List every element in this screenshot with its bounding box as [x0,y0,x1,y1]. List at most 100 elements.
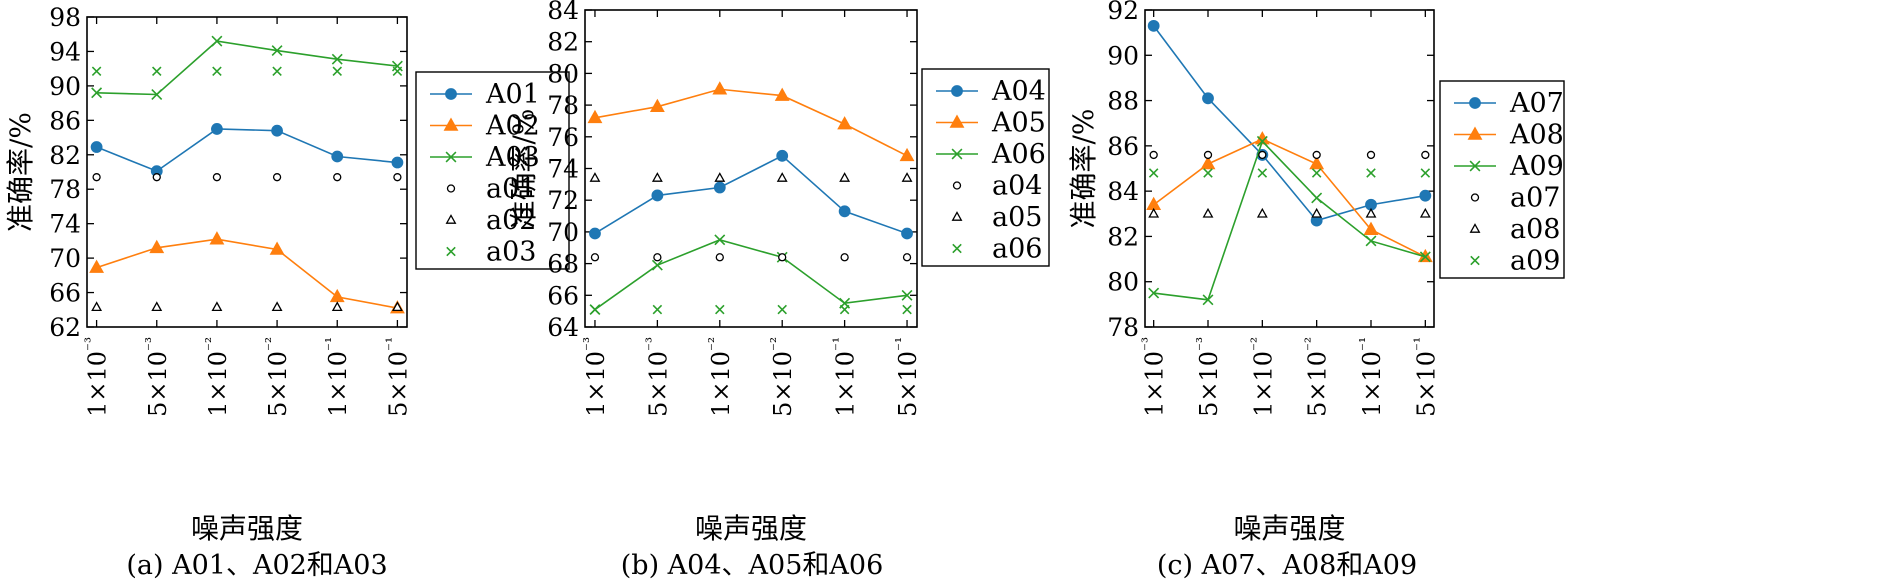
series-line-A02 [96,238,398,309]
data-point-a07 [1312,150,1321,160]
legend-label: A08 [1509,120,1564,151]
data-point-A08 [1200,155,1216,170]
legend-label: a05 [992,202,1042,233]
legend-label: a02 [486,205,536,236]
x-tick-label: 1×10⁻¹ [830,337,860,417]
data-point-a02 [91,301,103,312]
data-point-a06 [590,304,600,315]
data-point-A03 [211,35,223,47]
data-point-a01 [92,173,101,182]
data-point-a05 [651,172,663,182]
series-a07 [1149,150,1430,160]
x-tick-label: 1×10⁻³ [580,337,610,417]
legend-label: a04 [992,171,1042,202]
legend-entry-a01: a01 [446,174,536,205]
data-point-a01 [152,173,161,182]
data-point-a01 [393,173,402,182]
chart-panel-3: 78 80 82 84 86 88 90 92 1×10⁻³ 5×10⁻³ 1×10⁻² 5×10⁻²… [1067,0,1565,581]
x-tick-label: 5×10⁻² [1302,337,1332,417]
plot-frame [86,16,408,328]
y-tick-label: 62 [49,313,81,342]
data-point-A09 [1256,135,1268,147]
data-point-a04 [590,253,600,262]
x-tick-label: 5×10⁻³ [642,337,672,417]
legend-marker [1469,160,1481,172]
series-a09 [1148,168,1431,178]
data-point-A03 [391,60,403,72]
data-point-a08 [1256,207,1268,218]
data-point-a05 [776,172,788,182]
legend-marker [952,181,962,190]
legend-label: A03 [485,142,540,173]
legend-label: A09 [1509,151,1564,182]
y-tick-label: 64 [547,313,579,342]
legend-label: A04 [991,76,1046,107]
legend-marker [1470,255,1480,266]
y-tick-label: 68 [547,250,579,279]
legend-entry-A04: A04 [936,76,1046,107]
legend-entry-A02: A02 [430,111,540,142]
data-point-A09 [1365,235,1377,247]
legend-marker [1469,97,1481,109]
legend-box [1439,80,1565,279]
legend-entry-a07: a07 [1470,183,1560,214]
data-point-A05 [587,109,603,124]
chart-panel-2: 64666870727476788082841×10⁻³5×10⁻³1×10⁻²… [507,0,1050,581]
x-tick-label: 1×10⁻³ [1139,337,1169,417]
y-tick-label: 84 [547,0,579,25]
panel-caption: (c) A07、A08和A09 [1157,550,1417,581]
legend-entry-A05: A05 [936,108,1046,139]
data-point-a02 [391,301,403,312]
y-tick-label: 78 [547,91,579,120]
plot-frame [1144,9,1435,328]
legend-label: A05 [991,108,1046,139]
data-point-A01 [331,150,344,163]
data-point-a03 [332,66,343,77]
legend-marker [951,148,963,160]
series-a05 [589,172,913,182]
legend-marker [951,211,963,221]
data-point-a09 [1311,168,1322,178]
data-point-A04 [713,181,726,194]
data-point-a07 [1421,150,1430,160]
data-point-A01 [391,156,404,169]
data-point-a09 [1203,168,1213,178]
series-line-A05 [594,88,908,157]
legend-marker [1470,193,1480,202]
data-point-A09 [1148,287,1160,299]
legend-label: a01 [486,174,536,205]
x-axis-label: 噪声强度 [1233,512,1345,545]
y-tick-label: 80 [1107,268,1139,297]
data-point-a09 [1366,168,1376,178]
legend-label: a08 [1510,214,1560,245]
legend-marker [445,88,457,100]
data-point-a01 [333,173,342,182]
data-point-A04 [901,227,913,240]
y-tick-label: 76 [547,123,579,152]
data-point-a04 [840,253,849,262]
x-tick-label: 5×10⁻³ [142,337,172,417]
x-tick-label: 5×10⁻¹ [892,337,922,417]
legend-marker [951,85,963,97]
data-point-A02 [269,241,285,255]
legend-box [921,68,1050,267]
plot-frame [584,9,918,328]
data-point-A04 [838,205,851,218]
legend-entry-a02: a02 [445,205,536,236]
y-tick-label: 74 [49,210,81,239]
data-point-A08 [1363,221,1379,235]
data-point-a03 [151,66,162,77]
x-tick-label: 5×10⁻³ [1193,337,1223,417]
y-tick-label: 82 [547,28,579,57]
legend-box [415,71,570,270]
data-point-a06 [902,304,912,315]
data-point-a04 [653,253,662,262]
legend-entry-A01: A01 [430,79,540,110]
legend-marker [443,117,459,131]
x-tick-label: 1×10⁻² [1247,337,1277,417]
legend-entry-A07: A07 [1454,88,1564,119]
data-point-a06 [777,304,787,315]
data-point-A09 [1202,294,1214,306]
